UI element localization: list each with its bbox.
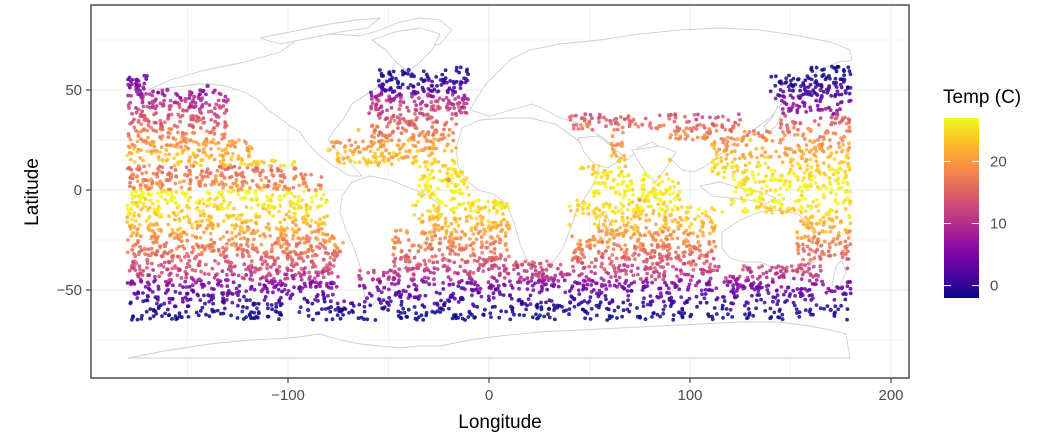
legend-tick-label: 0 xyxy=(990,278,998,295)
world-basemap xyxy=(127,17,853,359)
y-axis: −50 0 50 xyxy=(57,82,91,299)
antarctica-outline xyxy=(127,321,851,359)
temperature-points xyxy=(125,64,853,322)
legend-tick-label: 10 xyxy=(990,216,1007,233)
x-tick-label: 100 xyxy=(677,387,702,404)
y-tick-label: 0 xyxy=(74,182,82,199)
y-tick-label: 50 xyxy=(65,82,82,99)
south-america-outline xyxy=(339,175,441,307)
africa-outline xyxy=(455,117,601,273)
north-america-outline xyxy=(147,17,453,177)
legend-title: Temp (C) xyxy=(943,87,1021,108)
plot-panel-border xyxy=(90,4,910,379)
greenland-outline xyxy=(371,27,441,73)
x-tick-label: 0 xyxy=(485,387,493,404)
arctic-islands-outline xyxy=(259,17,382,45)
y-tick-label: −50 xyxy=(57,282,82,299)
legend-colorbar xyxy=(944,118,979,298)
india-outline xyxy=(631,145,677,183)
x-axis: −100 0 100 200 xyxy=(271,378,904,404)
x-tick-label: −100 xyxy=(271,387,305,404)
arabia-outline xyxy=(577,135,621,169)
color-legend: Temp (C) 0 10 20 xyxy=(943,87,1021,298)
x-axis-title: Longitude xyxy=(458,412,541,433)
new-zealand-outline xyxy=(831,259,847,291)
x-tick-label: 200 xyxy=(878,387,903,404)
legend-tick-label: 20 xyxy=(990,153,1007,170)
y-axis-title: Latitude xyxy=(22,158,43,226)
legend-ticks: 0 10 20 xyxy=(944,153,1007,295)
